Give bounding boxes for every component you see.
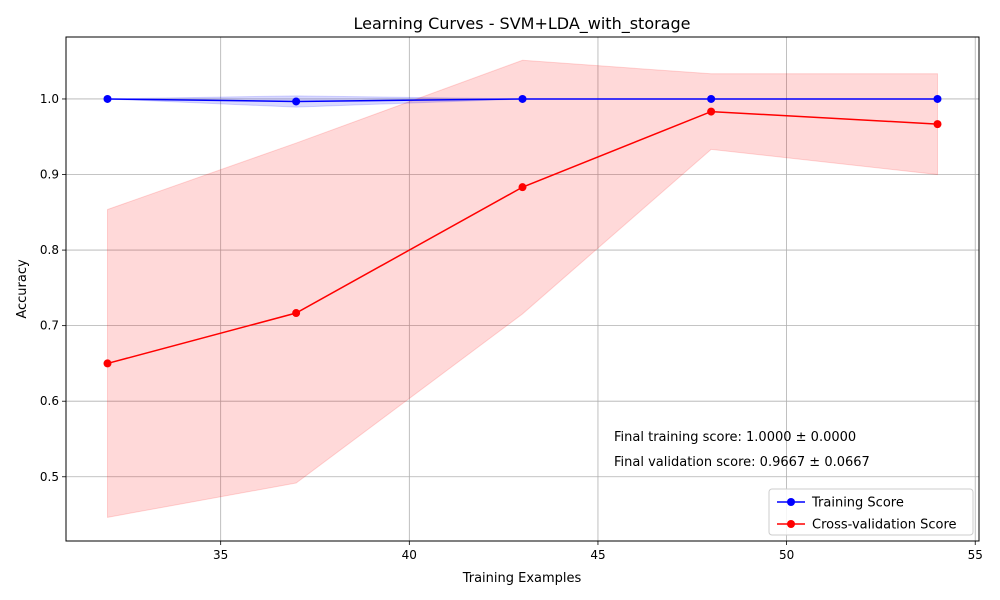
x-axis-label: Training Examples xyxy=(462,571,582,586)
cross-validation-score-point xyxy=(103,359,112,368)
legend-marker xyxy=(787,498,795,506)
final-validation-score-annotation: Final validation score: 0.9667 ± 0.0667 xyxy=(614,455,870,470)
cross-validation-score-point xyxy=(518,183,527,192)
training-score-point xyxy=(933,94,942,103)
y-tick-label: 1.0 xyxy=(40,92,59,106)
y-axis-label: Accuracy xyxy=(15,259,30,319)
y-tick-label: 0.9 xyxy=(40,168,59,182)
legend-box xyxy=(768,488,974,536)
plot-area-frame xyxy=(65,36,980,542)
training-score-point xyxy=(103,94,112,103)
confidence-bands xyxy=(107,59,938,518)
chart-title: Learning Curves - SVM+LDA_with_storage xyxy=(354,14,691,34)
x-tick-label: 40 xyxy=(402,548,417,562)
legend-label: Cross-validation Score xyxy=(812,518,957,533)
cross-validation-score-point xyxy=(707,107,716,116)
cross-validation-score-point xyxy=(292,309,301,318)
cross-validation-score-band xyxy=(107,59,938,518)
x-tick-label: 45 xyxy=(590,548,605,562)
x-axis-ticks: 35 40 45 50 55 xyxy=(213,541,983,562)
y-tick-label: 0.5 xyxy=(40,470,59,484)
training-score-point xyxy=(518,94,527,103)
y-tick-label: 0.6 xyxy=(40,394,59,408)
x-tick-label: 55 xyxy=(968,548,983,562)
legend-marker xyxy=(787,520,795,528)
training-score-point xyxy=(292,97,301,106)
cross-validation-score-point xyxy=(933,120,942,129)
x-tick-label: 50 xyxy=(779,548,794,562)
y-tick-label: 0.8 xyxy=(40,243,59,257)
series-markers xyxy=(103,94,942,368)
training-score-band xyxy=(107,95,938,108)
chart-legend: Training Score Cross-validation Score xyxy=(768,488,974,536)
x-tick-label: 35 xyxy=(213,548,228,562)
y-tick-label: 0.7 xyxy=(40,319,59,333)
y-axis-ticks: 0.5 0.6 0.7 0.8 0.9 1.0 xyxy=(40,92,66,484)
legend-label: Training Score xyxy=(811,496,904,511)
training-score-point xyxy=(707,94,716,103)
final-training-score-annotation: Final training score: 1.0000 ± 0.0000 xyxy=(614,430,856,445)
